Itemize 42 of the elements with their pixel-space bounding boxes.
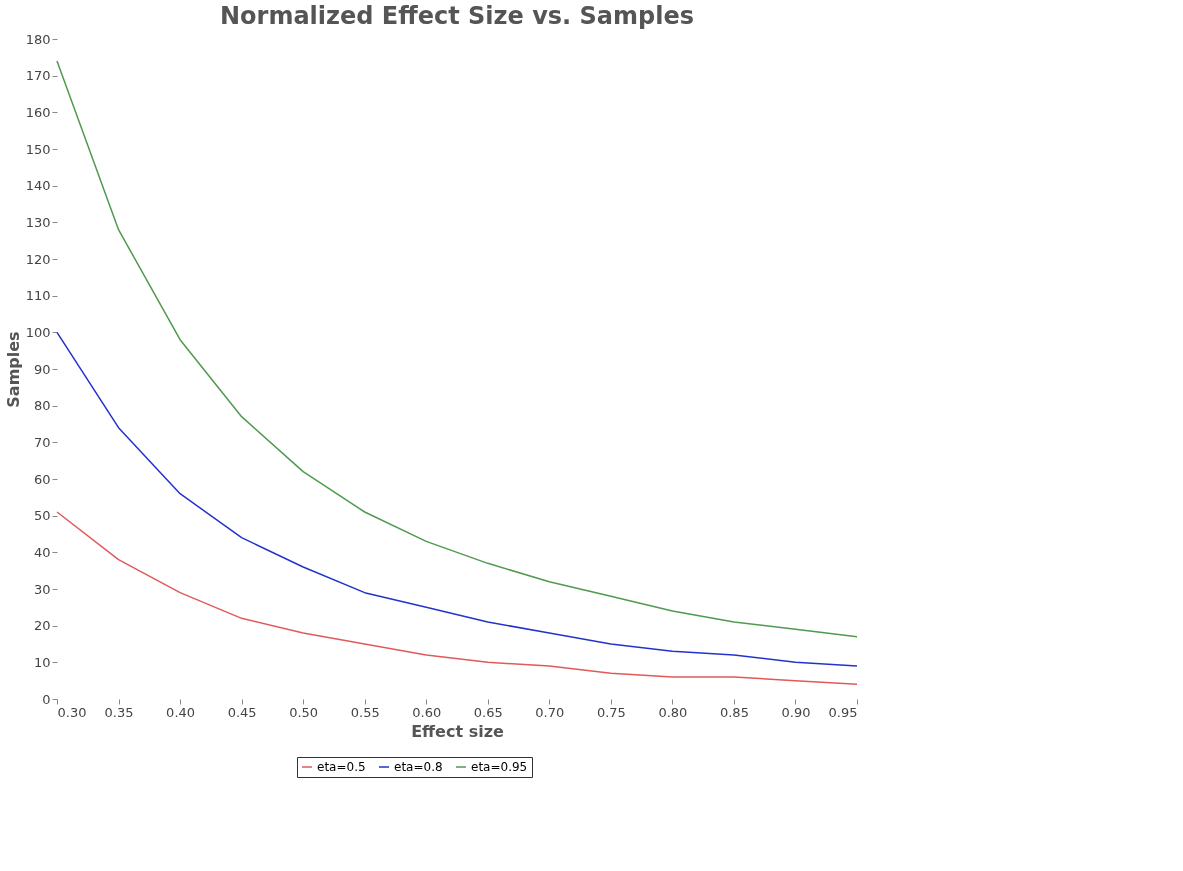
y-axis-title: Samples — [3, 331, 23, 408]
y-tick-label: 70 — [33, 434, 51, 450]
x-tick-label: 0.65 — [473, 704, 503, 720]
x-tick-label: 0.55 — [350, 704, 380, 720]
x-tick-label: 0.40 — [166, 704, 196, 720]
chart-title: Normalized Effect Size vs. Samples — [220, 2, 694, 30]
line-series — [56, 331, 858, 667]
x-tick-label: 0.50 — [289, 704, 319, 720]
line-series — [56, 60, 858, 638]
y-tick-label: 90 — [33, 361, 51, 377]
y-tick-label: 150 — [25, 141, 51, 157]
x-tick-label: 0.60 — [412, 704, 442, 720]
line-series — [56, 511, 858, 686]
x-tick-label: 0.75 — [596, 704, 626, 720]
y-tick-label: 170 — [25, 68, 51, 84]
x-tick-label: 0.90 — [781, 704, 811, 720]
y-tick-label: 10 — [33, 654, 51, 670]
y-tick-label: 50 — [33, 508, 51, 524]
x-tick-label: 0.35 — [104, 704, 134, 720]
legend-label: eta=0.95 — [471, 760, 528, 774]
x-tick-label: 0.45 — [227, 704, 257, 720]
y-tick-label: 100 — [25, 324, 51, 340]
y-tick-label: 0 — [42, 691, 51, 707]
x-tick-label: 0.80 — [658, 704, 688, 720]
legend-label: eta=0.5 — [317, 760, 366, 774]
x-tick-label: 0.95 — [828, 704, 858, 720]
y-tick-label: 60 — [33, 471, 51, 487]
x-axis-title: Effect size — [411, 721, 504, 741]
y-tick-label: 20 — [33, 618, 51, 634]
y-tick-label: 120 — [25, 251, 51, 267]
legend-label: eta=0.8 — [394, 760, 443, 774]
y-tick-label: 30 — [33, 581, 51, 597]
x-tick-label: 0.85 — [719, 704, 749, 720]
y-tick-label: 80 — [33, 398, 51, 414]
y-tick-label: 180 — [25, 31, 51, 47]
y-tick-label: 110 — [25, 288, 51, 304]
y-tick-label: 40 — [33, 544, 51, 560]
x-tick-label: 0.30 — [57, 704, 87, 720]
y-tick-label: 140 — [25, 178, 51, 194]
x-tick-label: 0.70 — [535, 704, 565, 720]
y-tick-label: 130 — [25, 214, 51, 230]
y-tick-label: 160 — [25, 104, 51, 120]
